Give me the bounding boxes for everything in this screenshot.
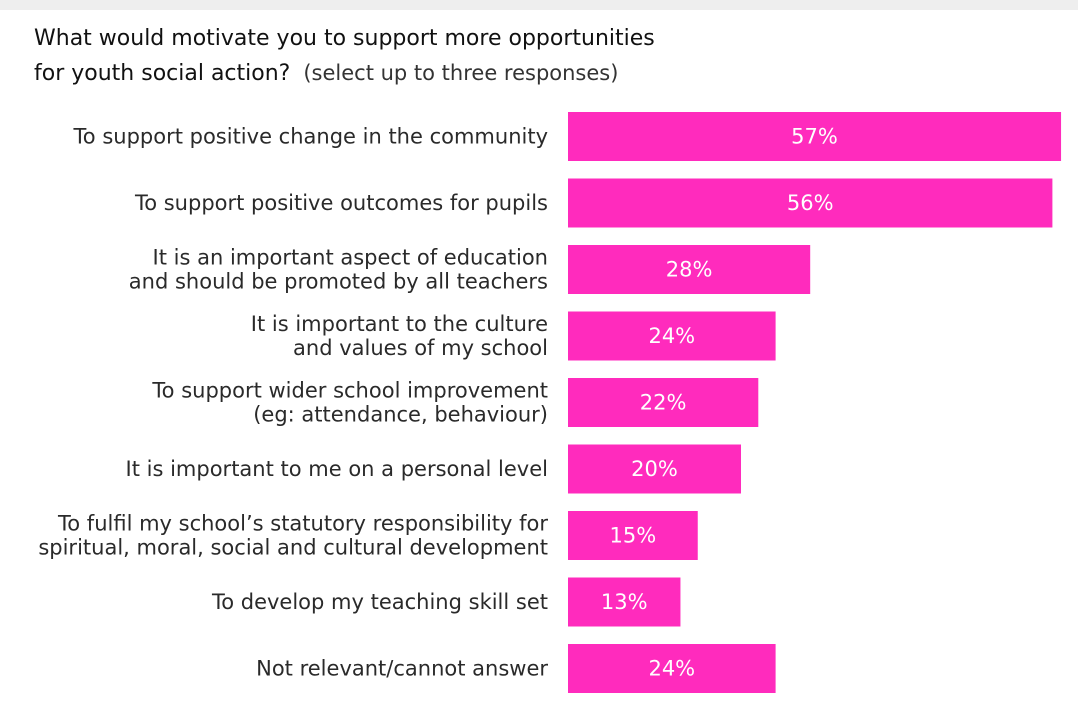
category-label-7-line-1: To fulfil my school’s statutory responsi… <box>57 512 548 536</box>
title-text-2: for youth social action? <box>34 61 291 86</box>
bar-4 <box>568 311 776 361</box>
chart-title: What would motivate you to support more … <box>34 22 655 91</box>
category-label-1: To support positive change in the commun… <box>73 125 548 149</box>
category-label-3-line-1: It is an important aspect of education <box>153 246 548 270</box>
category-label-4-line-1: It is important to the culture <box>251 312 548 336</box>
value-label-9: 24% <box>648 657 695 681</box>
value-label-4: 24% <box>648 324 695 348</box>
chart-subtitle: (select up to three responses) <box>303 61 619 85</box>
value-label-3: 28% <box>666 258 713 282</box>
bar-1 <box>568 112 1062 161</box>
value-label-7: 15% <box>610 524 657 548</box>
category-label-8: To develop my teaching skill set <box>211 590 548 614</box>
title-line-2: for youth social action? (select up to t… <box>34 56 655 91</box>
category-label-6: It is important to me on a personal leve… <box>126 457 548 481</box>
category-label-7-line-2: spiritual, moral, social and cultural de… <box>38 536 548 560</box>
title-line-1: What would motivate you to support more … <box>34 22 655 56</box>
category-label-2: To support positive outcomes for pupils <box>134 191 548 215</box>
value-label-1: 57% <box>791 125 838 149</box>
bar-6 <box>568 444 741 494</box>
title-text-1: What would motivate you to support more … <box>34 26 655 51</box>
bar-5 <box>568 378 759 427</box>
category-label-5-line-1: To support wider school improvement <box>151 379 548 403</box>
category-label-3-line-2: and should be promoted by all teachers <box>129 270 548 294</box>
category-label-9: Not relevant/cannot answer <box>256 657 548 681</box>
value-label-8: 13% <box>601 590 648 614</box>
bar-2 <box>568 178 1053 228</box>
bar-7 <box>568 511 698 560</box>
category-label-5-line-2: (eg: attendance, behaviour) <box>253 403 548 427</box>
bar-3 <box>568 245 811 294</box>
bar-9 <box>568 644 776 693</box>
top-band <box>0 0 1078 10</box>
bar-8 <box>568 577 681 627</box>
value-label-5: 22% <box>640 391 687 415</box>
category-label-4-line-2: and values of my school <box>293 336 548 360</box>
value-label-6: 20% <box>631 457 678 481</box>
value-label-2: 56% <box>787 191 834 215</box>
